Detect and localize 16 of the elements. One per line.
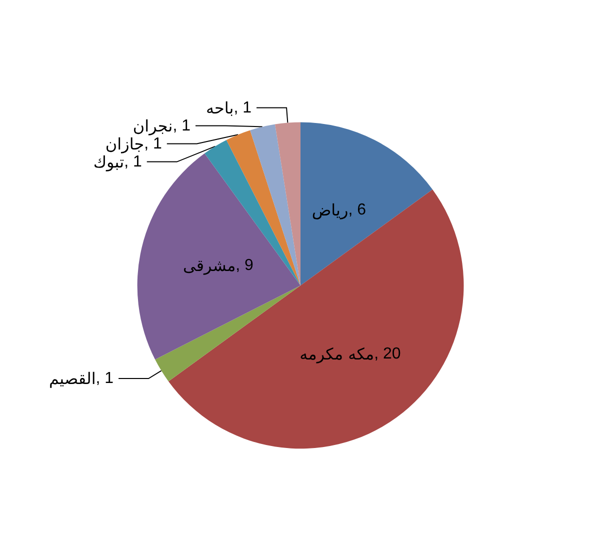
slice-label: جازان bbox=[105, 134, 144, 154]
slice-label: باحه bbox=[206, 98, 234, 118]
data-label: , 1 bbox=[144, 135, 162, 152]
data-label: , 20 bbox=[374, 345, 401, 362]
slice-label: تبوك bbox=[93, 152, 124, 172]
data-label: , 1 bbox=[172, 117, 191, 134]
data-label: , 1 bbox=[96, 370, 114, 388]
data-label: , 1 bbox=[124, 153, 142, 170]
slice-label: القصيم bbox=[49, 369, 96, 388]
slice-label: مشرقى bbox=[183, 256, 236, 276]
slice-label: مكه مكرمه bbox=[300, 344, 374, 364]
slice-label: رياض bbox=[312, 200, 348, 220]
slice-label: نجران bbox=[132, 116, 173, 136]
data-label: , 9 bbox=[236, 257, 254, 274]
data-label: , 1 bbox=[234, 99, 252, 116]
data-label: , 6 bbox=[348, 202, 366, 219]
